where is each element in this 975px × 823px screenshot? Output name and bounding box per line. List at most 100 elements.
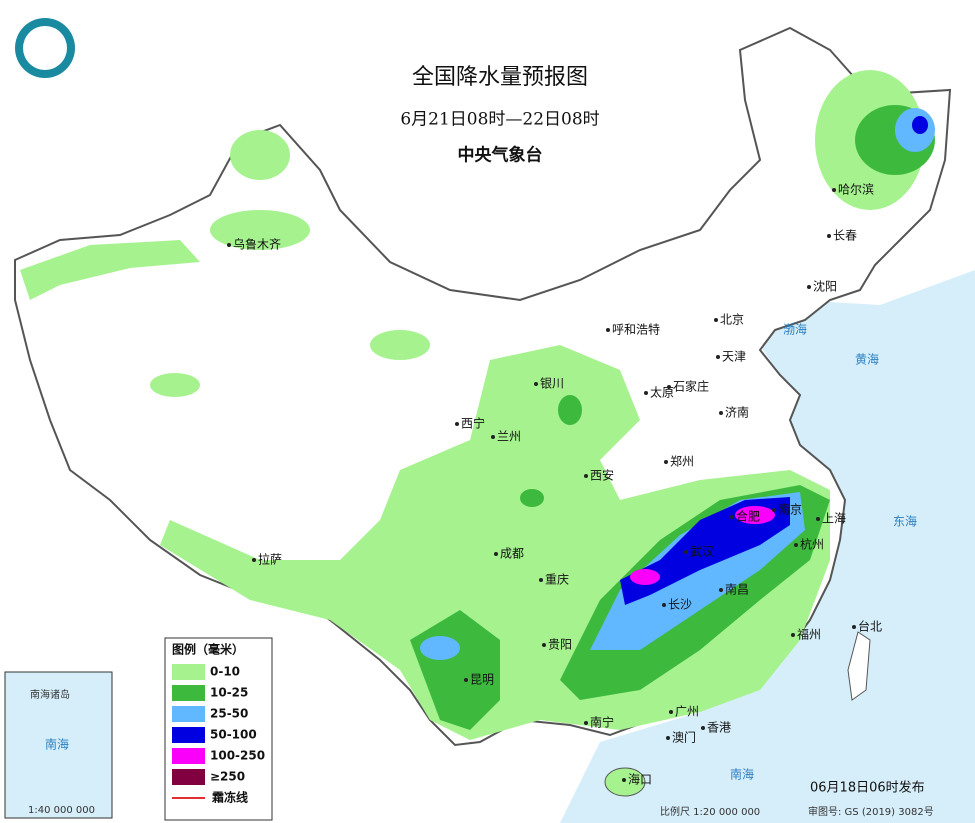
city-dot bbox=[455, 422, 459, 426]
legend-label: 50-100 bbox=[210, 728, 257, 742]
city-label: 贵阳 bbox=[548, 638, 572, 652]
city-dot bbox=[622, 778, 626, 782]
city-dot bbox=[852, 625, 856, 629]
city-dot bbox=[667, 385, 671, 389]
inset-title: 南海诸岛 bbox=[30, 688, 70, 701]
legend-swatch bbox=[172, 706, 205, 722]
city-label: 乌鲁木齐 bbox=[233, 237, 281, 252]
city-dot bbox=[464, 678, 468, 682]
city-label: 西安 bbox=[590, 468, 614, 483]
sea-label: 渤海 bbox=[783, 322, 807, 337]
legend-swatch bbox=[172, 685, 205, 701]
city-dot bbox=[491, 435, 495, 439]
city-dot bbox=[664, 460, 668, 464]
sea-label: 黄海 bbox=[855, 352, 879, 367]
city-label: 广州 bbox=[675, 705, 699, 719]
city-label: 南京 bbox=[778, 502, 802, 517]
legend-label: 0-10 bbox=[210, 665, 240, 679]
issuer: 中央气象台 bbox=[458, 145, 543, 166]
city-dot bbox=[794, 543, 798, 547]
legend-swatch bbox=[172, 769, 205, 785]
precip-100-250 bbox=[630, 506, 775, 585]
period: 6月21日08时—22日08时 bbox=[400, 110, 599, 130]
legend-label: ≥250 bbox=[210, 770, 245, 784]
legend-label: 100-250 bbox=[210, 749, 265, 763]
city-label: 兰州 bbox=[497, 430, 521, 444]
inset-sea: 南海 bbox=[45, 737, 69, 752]
city-dot bbox=[719, 588, 723, 592]
taiwan bbox=[847, 631, 871, 701]
city-dot bbox=[662, 603, 666, 607]
city-label: 银川 bbox=[540, 377, 564, 391]
sea bbox=[560, 270, 975, 823]
inset-scale: 1:40 000 000 bbox=[28, 805, 95, 816]
legend-title: 图例（毫米） bbox=[172, 642, 244, 657]
city-label: 成都 bbox=[500, 547, 524, 561]
city-dot bbox=[539, 578, 543, 582]
city-label: 石家庄 bbox=[673, 379, 709, 394]
legend-label: 25-50 bbox=[210, 707, 248, 721]
legend-swatch bbox=[172, 748, 205, 764]
city-dot bbox=[542, 643, 546, 647]
city-label: 海口 bbox=[628, 772, 652, 787]
city-label: 长沙 bbox=[668, 598, 692, 612]
issued: 06月18日06时发布 bbox=[810, 780, 925, 796]
city-label: 哈尔滨 bbox=[838, 182, 874, 197]
map-title: 全国降水量预报图 bbox=[412, 65, 588, 90]
legend-label: 霜冻线 bbox=[211, 790, 248, 805]
city-dot bbox=[644, 391, 648, 395]
city-dot bbox=[832, 188, 836, 192]
city-dot bbox=[719, 411, 723, 415]
city-dot bbox=[227, 243, 231, 247]
inset-box bbox=[4, 671, 113, 819]
city-label: 南宁 bbox=[590, 715, 614, 730]
hainan bbox=[604, 767, 646, 797]
city-label: 南昌 bbox=[725, 582, 749, 597]
city-label: 香港 bbox=[707, 721, 731, 735]
city-label: 昆明 bbox=[470, 673, 494, 687]
logo-inner bbox=[23, 26, 67, 70]
city-dot bbox=[827, 234, 831, 238]
city-label: 天津 bbox=[722, 350, 746, 364]
city-dot bbox=[816, 517, 820, 521]
city-label: 杭州 bbox=[800, 537, 824, 552]
city-dot bbox=[669, 710, 673, 714]
city-dot bbox=[584, 474, 588, 478]
approval: 审图号: GS (2019) 3082号 bbox=[808, 805, 934, 818]
city-dot bbox=[252, 558, 256, 562]
city-label: 西宁 bbox=[461, 416, 485, 431]
legend-swatch bbox=[172, 664, 205, 680]
city-label: 拉萨 bbox=[258, 552, 282, 567]
sea-label: 东海 bbox=[893, 514, 917, 529]
city-label: 长春 bbox=[833, 229, 857, 243]
city-dot bbox=[584, 721, 588, 725]
city-label: 郑州 bbox=[670, 454, 694, 469]
city-dot bbox=[666, 736, 670, 740]
city-dot bbox=[701, 726, 705, 730]
precip-50-100 bbox=[620, 116, 928, 605]
sea-label: 南海 bbox=[730, 767, 754, 782]
city-label: 沈阳 bbox=[813, 279, 837, 294]
city-label: 济南 bbox=[725, 405, 749, 420]
city-label: 福州 bbox=[797, 627, 821, 642]
city-label: 上海 bbox=[822, 511, 846, 526]
city-dot bbox=[684, 550, 688, 554]
city-dot bbox=[494, 552, 498, 556]
city-label: 北京 bbox=[720, 313, 744, 327]
city-label: 合肥 bbox=[736, 509, 760, 524]
city-label: 重庆 bbox=[545, 573, 569, 587]
city-dot bbox=[772, 508, 776, 512]
legend-swatch bbox=[172, 727, 205, 743]
city-label: 呼和浩特 bbox=[612, 322, 660, 337]
city-dot bbox=[791, 633, 795, 637]
legend-label: 10-25 bbox=[210, 686, 248, 700]
city-dot bbox=[730, 515, 734, 519]
city-label: 台北 bbox=[858, 619, 882, 634]
scale: 比例尺 1:20 000 000 bbox=[660, 805, 760, 818]
city-label: 武汉 bbox=[690, 545, 714, 559]
city-dot bbox=[714, 318, 718, 322]
city-label: 澳门 bbox=[672, 730, 696, 745]
city-dot bbox=[606, 328, 610, 332]
city-dot bbox=[534, 382, 538, 386]
